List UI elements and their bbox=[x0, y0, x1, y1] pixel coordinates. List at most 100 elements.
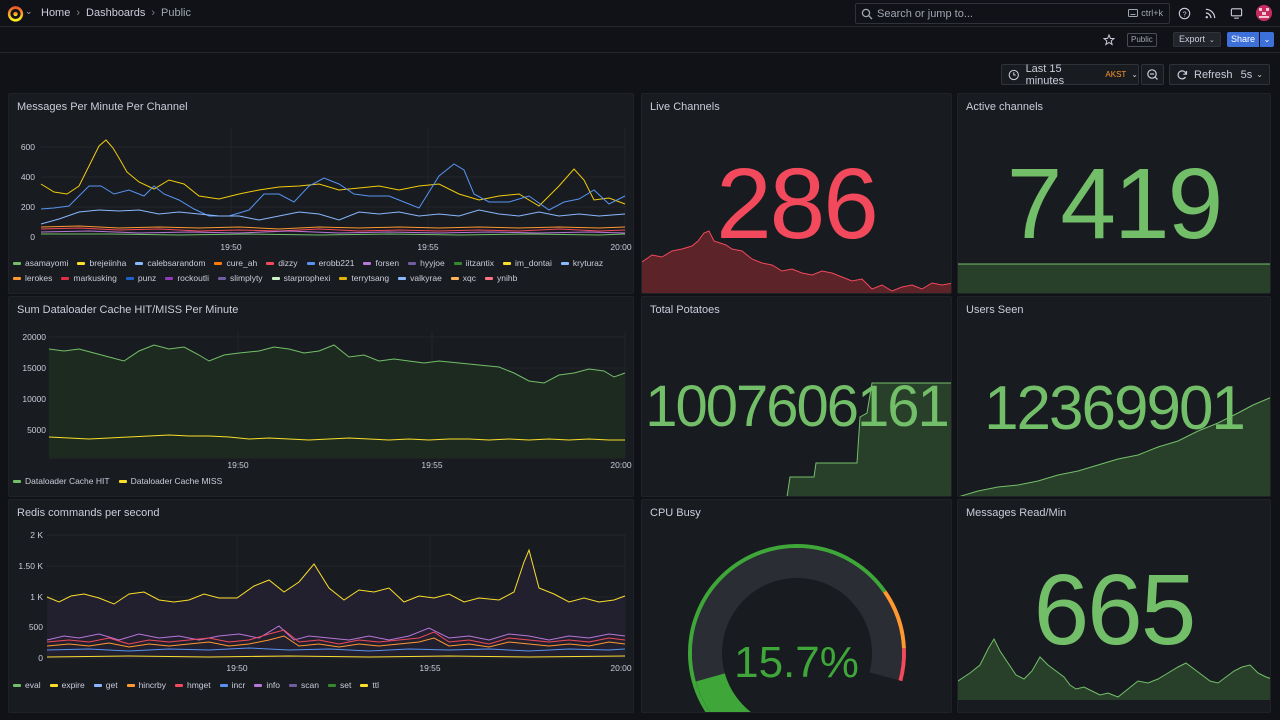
breadcrumb-home[interactable]: Home bbox=[41, 7, 71, 19]
series-line-hmget bbox=[46, 629, 626, 645]
messages-read-sparkline bbox=[958, 637, 1270, 700]
legend-item[interactable]: set bbox=[328, 680, 351, 690]
panel-title[interactable]: Redis commands per second bbox=[17, 507, 160, 519]
legend-label: starprophexi bbox=[283, 273, 331, 283]
series-line-erobb221 bbox=[40, 209, 626, 225]
x-tick: 19:55 bbox=[421, 460, 443, 469]
legend-item[interactable]: dizzy bbox=[266, 258, 298, 268]
legend-swatch bbox=[254, 683, 263, 687]
keyboard-icon bbox=[1128, 9, 1139, 17]
legend-item[interactable]: lerokes bbox=[13, 273, 52, 283]
legend-swatch bbox=[450, 276, 459, 280]
legend-item[interactable]: punz bbox=[125, 273, 157, 283]
legend-item[interactable]: asamayomi bbox=[13, 258, 68, 268]
panel-title[interactable]: Active channels bbox=[966, 101, 1044, 113]
legend-item[interactable]: expire bbox=[49, 680, 85, 690]
legend-item[interactable]: im_dontai bbox=[503, 258, 552, 268]
legend-label: cure_ah bbox=[226, 258, 258, 268]
legend-label: brejeiinha bbox=[89, 258, 127, 268]
legend: asamayomi brejeiinha calebsarandom cure_ah d… bbox=[13, 258, 613, 283]
y-tick: 1 K bbox=[30, 592, 43, 602]
legend-swatch bbox=[13, 276, 21, 280]
stat-value: 1007606161 bbox=[645, 374, 950, 439]
chevron-down-icon[interactable]: ⌄ bbox=[25, 6, 33, 16]
dashboard-toolbar: Public Export ⌄ Share ⌄ bbox=[0, 27, 1280, 53]
search-input[interactable]: Search or jump to... ctrl+k bbox=[855, 3, 1170, 24]
legend-item[interactable]: incr bbox=[219, 680, 245, 690]
gauge-threshold-band bbox=[883, 590, 906, 649]
search-placeholder: Search or jump to... bbox=[877, 7, 973, 20]
series-line-incr bbox=[46, 647, 626, 652]
legend-item[interactable]: get bbox=[93, 680, 118, 690]
panel-title[interactable]: Live Channels bbox=[650, 101, 720, 113]
legend-label: ttl bbox=[372, 680, 379, 690]
panel-title[interactable]: Total Potatoes bbox=[650, 304, 720, 316]
gauge-fill bbox=[695, 672, 751, 712]
legend-item[interactable]: kryturaz bbox=[560, 258, 603, 268]
rss-news-icon[interactable] bbox=[1204, 7, 1217, 20]
time-range-picker[interactable]: Last 15 minutes AKST ⌄ bbox=[1001, 63, 1139, 87]
clock-icon bbox=[1008, 69, 1019, 80]
legend-item[interactable]: terrytsang bbox=[339, 273, 389, 283]
legend: eval expire get hincrby hmget incr info scan set… bbox=[13, 680, 613, 690]
panel-title[interactable]: Sum Dataloader Cache HIT/MISS Per Minute bbox=[17, 304, 239, 316]
chevron-down-icon: ⌄ bbox=[1131, 70, 1138, 79]
legend-item[interactable]: valkyrae bbox=[398, 273, 442, 283]
panel-total-potatoes: Total Potatoes 1007606161 bbox=[641, 296, 952, 497]
legend-item[interactable]: Dataloader Cache MISS bbox=[118, 476, 223, 486]
legend-item[interactable]: eval bbox=[13, 680, 41, 690]
panel-title[interactable]: CPU Busy bbox=[650, 507, 701, 519]
share-options-button[interactable]: ⌄ bbox=[1260, 32, 1274, 47]
legend-label: iitzantix bbox=[465, 258, 495, 268]
legend-item[interactable]: Dataloader Cache HIT bbox=[13, 476, 110, 486]
legend-label: rockoutli bbox=[177, 273, 209, 283]
legend-item[interactable]: hyyjoe bbox=[408, 258, 445, 268]
panel-title[interactable]: Messages Read/Min bbox=[966, 507, 1067, 519]
legend-item[interactable]: ynihb bbox=[485, 273, 517, 283]
star-icon[interactable] bbox=[1103, 34, 1115, 46]
panel-title[interactable]: Messages Per Minute Per Channel bbox=[17, 101, 188, 113]
export-button[interactable]: Export ⌄ bbox=[1173, 32, 1221, 47]
legend-item[interactable]: forsen bbox=[363, 258, 399, 268]
legend-swatch bbox=[13, 479, 21, 483]
legend-swatch bbox=[93, 683, 102, 687]
legend-item[interactable]: ttl bbox=[360, 680, 379, 690]
legend-item[interactable]: starprophexi bbox=[271, 273, 331, 283]
panel-title[interactable]: Users Seen bbox=[966, 304, 1024, 316]
monitor-icon[interactable] bbox=[1230, 7, 1243, 20]
legend-item[interactable]: markusking bbox=[61, 273, 117, 283]
panel-messages-read: Messages Read/Min 665 bbox=[957, 499, 1271, 713]
legend-item[interactable]: brejeiinha bbox=[77, 258, 126, 268]
help-icon[interactable]: ? bbox=[1178, 7, 1191, 20]
total-potatoes-sparkline bbox=[786, 382, 951, 496]
legend-item[interactable]: cure_ah bbox=[214, 258, 257, 268]
legend-item[interactable]: iitzantix bbox=[453, 258, 495, 268]
legend-item[interactable]: rockoutli bbox=[165, 273, 209, 283]
legend-swatch bbox=[328, 683, 336, 687]
x-tick: 19:50 bbox=[220, 242, 242, 252]
legend-label: Dataloader Cache MISS bbox=[130, 476, 223, 486]
user-avatar[interactable] bbox=[1256, 5, 1272, 21]
legend-item[interactable]: scan bbox=[289, 680, 319, 690]
legend-item[interactable]: slimplyty bbox=[217, 273, 263, 283]
legend-item[interactable]: hmget bbox=[174, 680, 211, 690]
legend-swatch bbox=[289, 683, 298, 687]
legend-label: punz bbox=[137, 273, 157, 283]
panel-active-channels: Active channels 7419 bbox=[957, 93, 1271, 294]
y-tick: 0 bbox=[38, 653, 43, 663]
legend-item[interactable]: info bbox=[254, 680, 280, 690]
grafana-logo-icon[interactable] bbox=[7, 5, 24, 22]
panel-dataloader-cache: Sum Dataloader Cache HIT/MISS Per Minute… bbox=[8, 296, 634, 497]
zoom-out-button[interactable] bbox=[1141, 64, 1164, 85]
breadcrumb-current: Public bbox=[161, 7, 191, 19]
legend-item[interactable]: hincrby bbox=[126, 680, 166, 690]
legend-item[interactable]: xqc bbox=[450, 273, 476, 283]
breadcrumb-dashboards[interactable]: Dashboards bbox=[86, 7, 146, 19]
panel-redis-commands: Redis commands per second 2 K 1.50 K 1 K… bbox=[8, 499, 634, 713]
legend-swatch bbox=[118, 479, 127, 483]
legend-item[interactable]: erobb221 bbox=[306, 258, 354, 268]
legend-item[interactable]: calebsarandom bbox=[135, 258, 205, 268]
refresh-button[interactable]: Refresh 5s ⌄ bbox=[1169, 64, 1270, 85]
refresh-interval[interactable]: 5s bbox=[1240, 68, 1253, 81]
share-button[interactable]: Share bbox=[1227, 32, 1259, 47]
